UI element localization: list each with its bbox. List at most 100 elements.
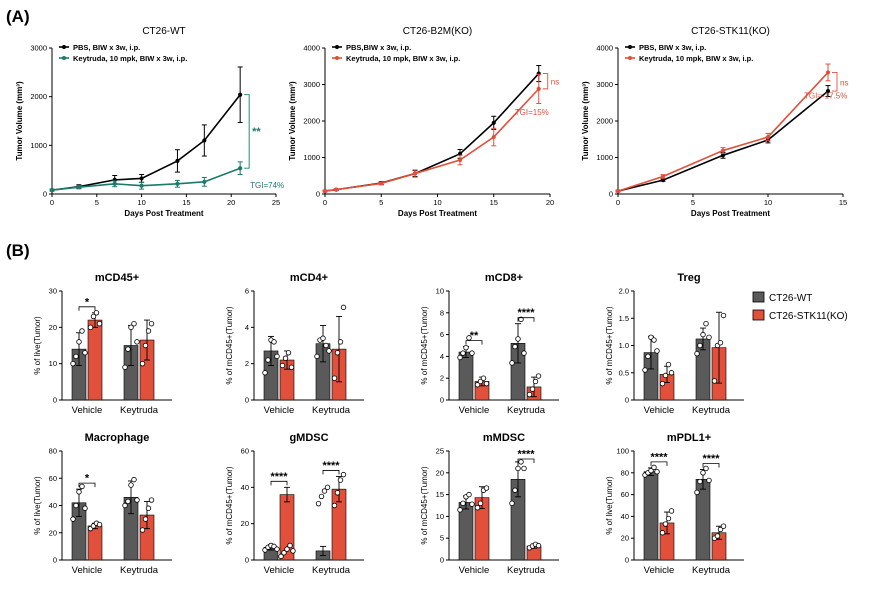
series-1 (615, 63, 831, 194)
y-axis-label: % of mCD45+(Tumor) (420, 466, 429, 545)
y-tick-label: 6 (440, 330, 444, 339)
y-tick-label: 3000 (303, 80, 320, 89)
y-tick-label: 25 (436, 447, 444, 456)
y-tick-label: 40 (241, 483, 249, 492)
data-point (76, 185, 81, 190)
y-tick-label: 30 (49, 287, 57, 296)
replicate-point (651, 337, 657, 343)
y-tick-label: 2000 (30, 92, 47, 101)
data-point (660, 174, 666, 179)
replicate-point (274, 353, 280, 360)
replicate-point (469, 501, 475, 507)
bar (643, 471, 659, 561)
y-tick-label: 10 (436, 512, 444, 521)
replicate-point (665, 515, 672, 522)
data-point (334, 187, 339, 192)
replicate-point (282, 355, 289, 361)
y-tick-label: 2 (245, 359, 249, 368)
replicate-point (706, 334, 712, 341)
y-tick-label: 8 (440, 308, 444, 317)
data-point (615, 188, 621, 194)
x-tick-label: 0 (323, 198, 327, 207)
y-tick-label: 4 (245, 323, 249, 332)
replicate-point (128, 482, 134, 488)
y-tick-label: 40 (49, 501, 57, 510)
y-tick-label: 5 (440, 534, 444, 543)
replicate-point (90, 313, 97, 320)
tgi-annotation: TGI=15% (515, 108, 549, 117)
y-tick-label: 2 (440, 374, 444, 383)
replicate-point (642, 367, 648, 373)
replicate-point (654, 348, 660, 354)
y-tick-label: 0 (316, 190, 320, 199)
significance-label: **** (270, 471, 288, 483)
legend-marker (62, 56, 66, 60)
replicate-point (148, 497, 155, 503)
chart-title: mCD8+ (485, 272, 523, 284)
legend-marker (62, 45, 66, 49)
y-axis-label: % of live(Tumor) (33, 476, 42, 535)
replicate-point (142, 516, 149, 522)
category-label: Keytruda (312, 565, 351, 576)
y-tick-label: 0 (53, 556, 57, 565)
replicate-point (466, 335, 472, 341)
replicate-point (148, 321, 155, 327)
tgi-annotation: TGI=-17.5% (804, 91, 847, 100)
replicate-point (469, 350, 475, 356)
replicate-point (700, 331, 706, 338)
data-point (720, 153, 726, 158)
replicate-point (460, 500, 466, 507)
data-point (238, 92, 243, 97)
y-tick-label: 0 (43, 190, 47, 199)
series-line (51, 94, 241, 191)
legend-marker (335, 45, 339, 49)
replicate-point (665, 361, 672, 368)
significance-bracket (270, 480, 288, 486)
data-point (379, 181, 384, 186)
bar-chart-treg: Treg 0 0.5 1.0 1.5 2.0 % of mCD45+(Tumor) Vehic… (605, 272, 744, 416)
bar-legend: CT26-WT CT26-STK11(KO) (752, 291, 848, 322)
replicate-point (703, 321, 709, 327)
legend-label-wt: CT26-WT (769, 293, 812, 304)
data-point (825, 88, 831, 94)
bar-chart-mmdsc: mMDSC 0 5 10 15 20 25 % of mCD45+(Tumor) Vehicle… (420, 432, 559, 576)
y-axis-label: % of live(Tumor) (605, 476, 614, 535)
y-axis-label: Tumor Volume (mm³) (288, 81, 297, 161)
y-tick-label: 100 (616, 447, 629, 456)
y-tick-label: 60 (621, 490, 629, 499)
series-1 (49, 161, 243, 193)
x-tick-label: 25 (272, 198, 280, 207)
replicate-point (279, 362, 286, 369)
replicate-point (717, 526, 724, 533)
y-tick-label: 20 (436, 468, 444, 477)
significance-bracket (832, 72, 838, 92)
category-label: Vehicle (459, 565, 490, 576)
chart-title: gMDSC (289, 432, 328, 444)
y-tick-label: 0 (625, 556, 629, 565)
data-point (322, 188, 328, 194)
replicate-point (321, 488, 328, 494)
data-point (720, 148, 726, 153)
replicate-point (532, 378, 539, 385)
x-tick-label: 20 (546, 198, 554, 207)
chart-title: mCD4+ (290, 272, 328, 284)
y-tick-label: 0 (440, 396, 444, 405)
legend-marker (628, 45, 632, 49)
series-0 (615, 85, 831, 194)
replicate-point (337, 339, 344, 345)
replicate-point (668, 508, 675, 514)
significance-label: * (85, 473, 90, 485)
replicate-point (340, 304, 347, 311)
replicate-point (281, 550, 287, 556)
legend-swatch-ko (752, 309, 765, 321)
replicate-point (331, 375, 338, 381)
chart-title: CT26-WT (142, 26, 185, 37)
significance-bracket (78, 482, 96, 488)
y-tick-label: 20 (49, 528, 57, 537)
replicate-point (70, 516, 76, 522)
y-tick-label: 0 (440, 556, 444, 565)
replicate-point (334, 350, 341, 356)
x-axis-label: Days Post Treatment (398, 209, 477, 218)
significance-bracket (322, 470, 340, 475)
data-point (175, 181, 180, 186)
